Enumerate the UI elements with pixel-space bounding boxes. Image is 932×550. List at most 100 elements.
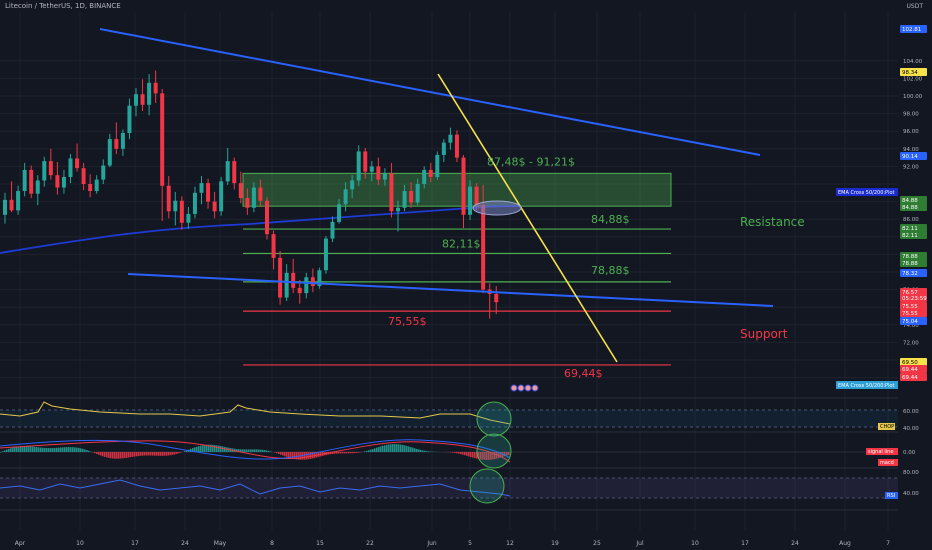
macd-histogram-bar (422, 450, 424, 452)
price-tag: 78.88 (902, 254, 918, 260)
macd-histogram-bar (4, 450, 6, 452)
macd-histogram-bar (408, 446, 410, 452)
macd-histogram-bar (34, 446, 36, 452)
macd-histogram-bar (266, 450, 268, 452)
candle-body (389, 173, 394, 212)
macd-histogram-bar (492, 452, 494, 460)
macd-histogram-bar (198, 446, 200, 452)
macd-histogram-bar (246, 449, 248, 452)
symbol-title[interactable]: Litecoin / TetherUS, 1D, BINANCE (5, 2, 121, 10)
macd-histogram-bar (106, 452, 108, 458)
price-tag: 05:23:59 (902, 296, 927, 302)
macd-histogram-bar (476, 452, 478, 459)
time-tick: Jun (426, 540, 437, 547)
macd-histogram-bar (114, 452, 116, 459)
macd-signal-line (0, 440, 511, 463)
macd-histogram-bar (70, 447, 72, 452)
macd-histogram-bar (8, 448, 10, 452)
macd-histogram-bar (258, 449, 260, 452)
macd-histogram-bar (352, 452, 354, 454)
rsi-line (0, 479, 511, 497)
macd-histogram-bar (454, 452, 456, 453)
price-tag-bg (900, 152, 927, 160)
price-axis[interactable]: 104.00102.00100.0098.0096.0094.0092.0088… (836, 0, 932, 550)
time-axis[interactable]: Apr 10 17 24 May 8 15 22 Jun 5 12 19 25 Jul 10 17 24 Aug 7 (15, 540, 890, 547)
macd-histogram-bar (160, 452, 162, 456)
rsi-band (0, 478, 898, 498)
macd-histogram-bar (124, 452, 126, 459)
candle-body (238, 183, 243, 199)
macd-histogram-bar (200, 445, 202, 452)
macd-histogram-bar (394, 444, 396, 452)
macd-histogram-bar (46, 448, 48, 452)
macd-histogram-bar (386, 444, 388, 452)
candle-body (225, 161, 230, 182)
macd-histogram-bar (414, 448, 416, 452)
macd-histogram-bar (262, 449, 264, 452)
trendlines (99, 28, 774, 392)
macd-histogram-bar (186, 450, 188, 452)
resistance-zone-box (242, 172, 672, 207)
macd-histogram-bar (406, 445, 408, 452)
candle-body (251, 187, 256, 208)
macd-histogram-bar (404, 445, 406, 452)
price-tag: 98.34 (902, 70, 918, 76)
macd-histogram-bar (28, 446, 30, 452)
time-tick: 17 (741, 540, 749, 547)
macd-histogram-bar (24, 446, 26, 452)
price-tag-bg (900, 365, 927, 373)
candle-body (415, 184, 420, 203)
candle-body (199, 183, 204, 193)
macd-histogram-bar (412, 447, 414, 452)
macd-histogram-bar (22, 446, 24, 452)
macd-histogram-bar (80, 448, 82, 452)
macd-histogram-bar (30, 446, 32, 452)
price-tag-bg (900, 203, 927, 211)
macd-histogram-bar (72, 447, 74, 452)
macd-histogram-bar (416, 448, 418, 452)
price-tag: 69.44 (902, 367, 918, 373)
time-tick: 22 (366, 540, 374, 547)
candle-body (61, 176, 66, 188)
macd-histogram-bar (56, 447, 58, 452)
macd-histogram-bar (464, 452, 466, 456)
macd-histogram-bar (346, 452, 348, 454)
macd-histogram-bar (32, 446, 34, 452)
price-tag: 69.44 (902, 375, 918, 381)
macd-histogram-bar (52, 448, 54, 452)
macd-histogram-bar (270, 451, 272, 452)
time-tick: Jul (635, 540, 644, 547)
price-tag: 75.55 (902, 304, 918, 310)
candle-body (284, 272, 289, 298)
macd-histogram-bar (116, 452, 118, 459)
macd-histogram-bar (380, 446, 382, 452)
time-tick: 7 (886, 540, 890, 547)
ema-tag: EMA Cross 50/200:Plot (838, 190, 895, 196)
candle-body (310, 277, 315, 287)
macd-histogram-bar (180, 452, 182, 453)
macd-histogram-bar (280, 452, 282, 455)
candle-body (107, 139, 112, 166)
indicator-highlight-circle (476, 401, 512, 437)
macd-histogram-bar (122, 452, 124, 459)
macd-histogram-bar (78, 447, 80, 452)
macd-histogram-bar (452, 452, 454, 453)
time-tick: 5 (468, 540, 472, 547)
time-tick: Apr (15, 540, 26, 547)
candle-body (369, 166, 374, 172)
candle-body (461, 157, 466, 215)
price-tag: 90.14 (902, 154, 918, 160)
macd-histogram-bar (462, 452, 464, 455)
macd-histogram-bar (94, 452, 96, 454)
candle-body (304, 277, 309, 294)
macd-histogram-bar (374, 448, 376, 452)
price-tick: 74.00 (903, 323, 919, 329)
level-label-69: 69,44$ (564, 367, 603, 380)
price-tag-bg (900, 196, 927, 204)
macd-histogram-bar (156, 452, 158, 456)
macd-histogram-bar (382, 445, 384, 452)
time-tick: 24 (181, 540, 189, 547)
ema-cross-highlight (472, 200, 522, 216)
candle-body (42, 161, 47, 181)
